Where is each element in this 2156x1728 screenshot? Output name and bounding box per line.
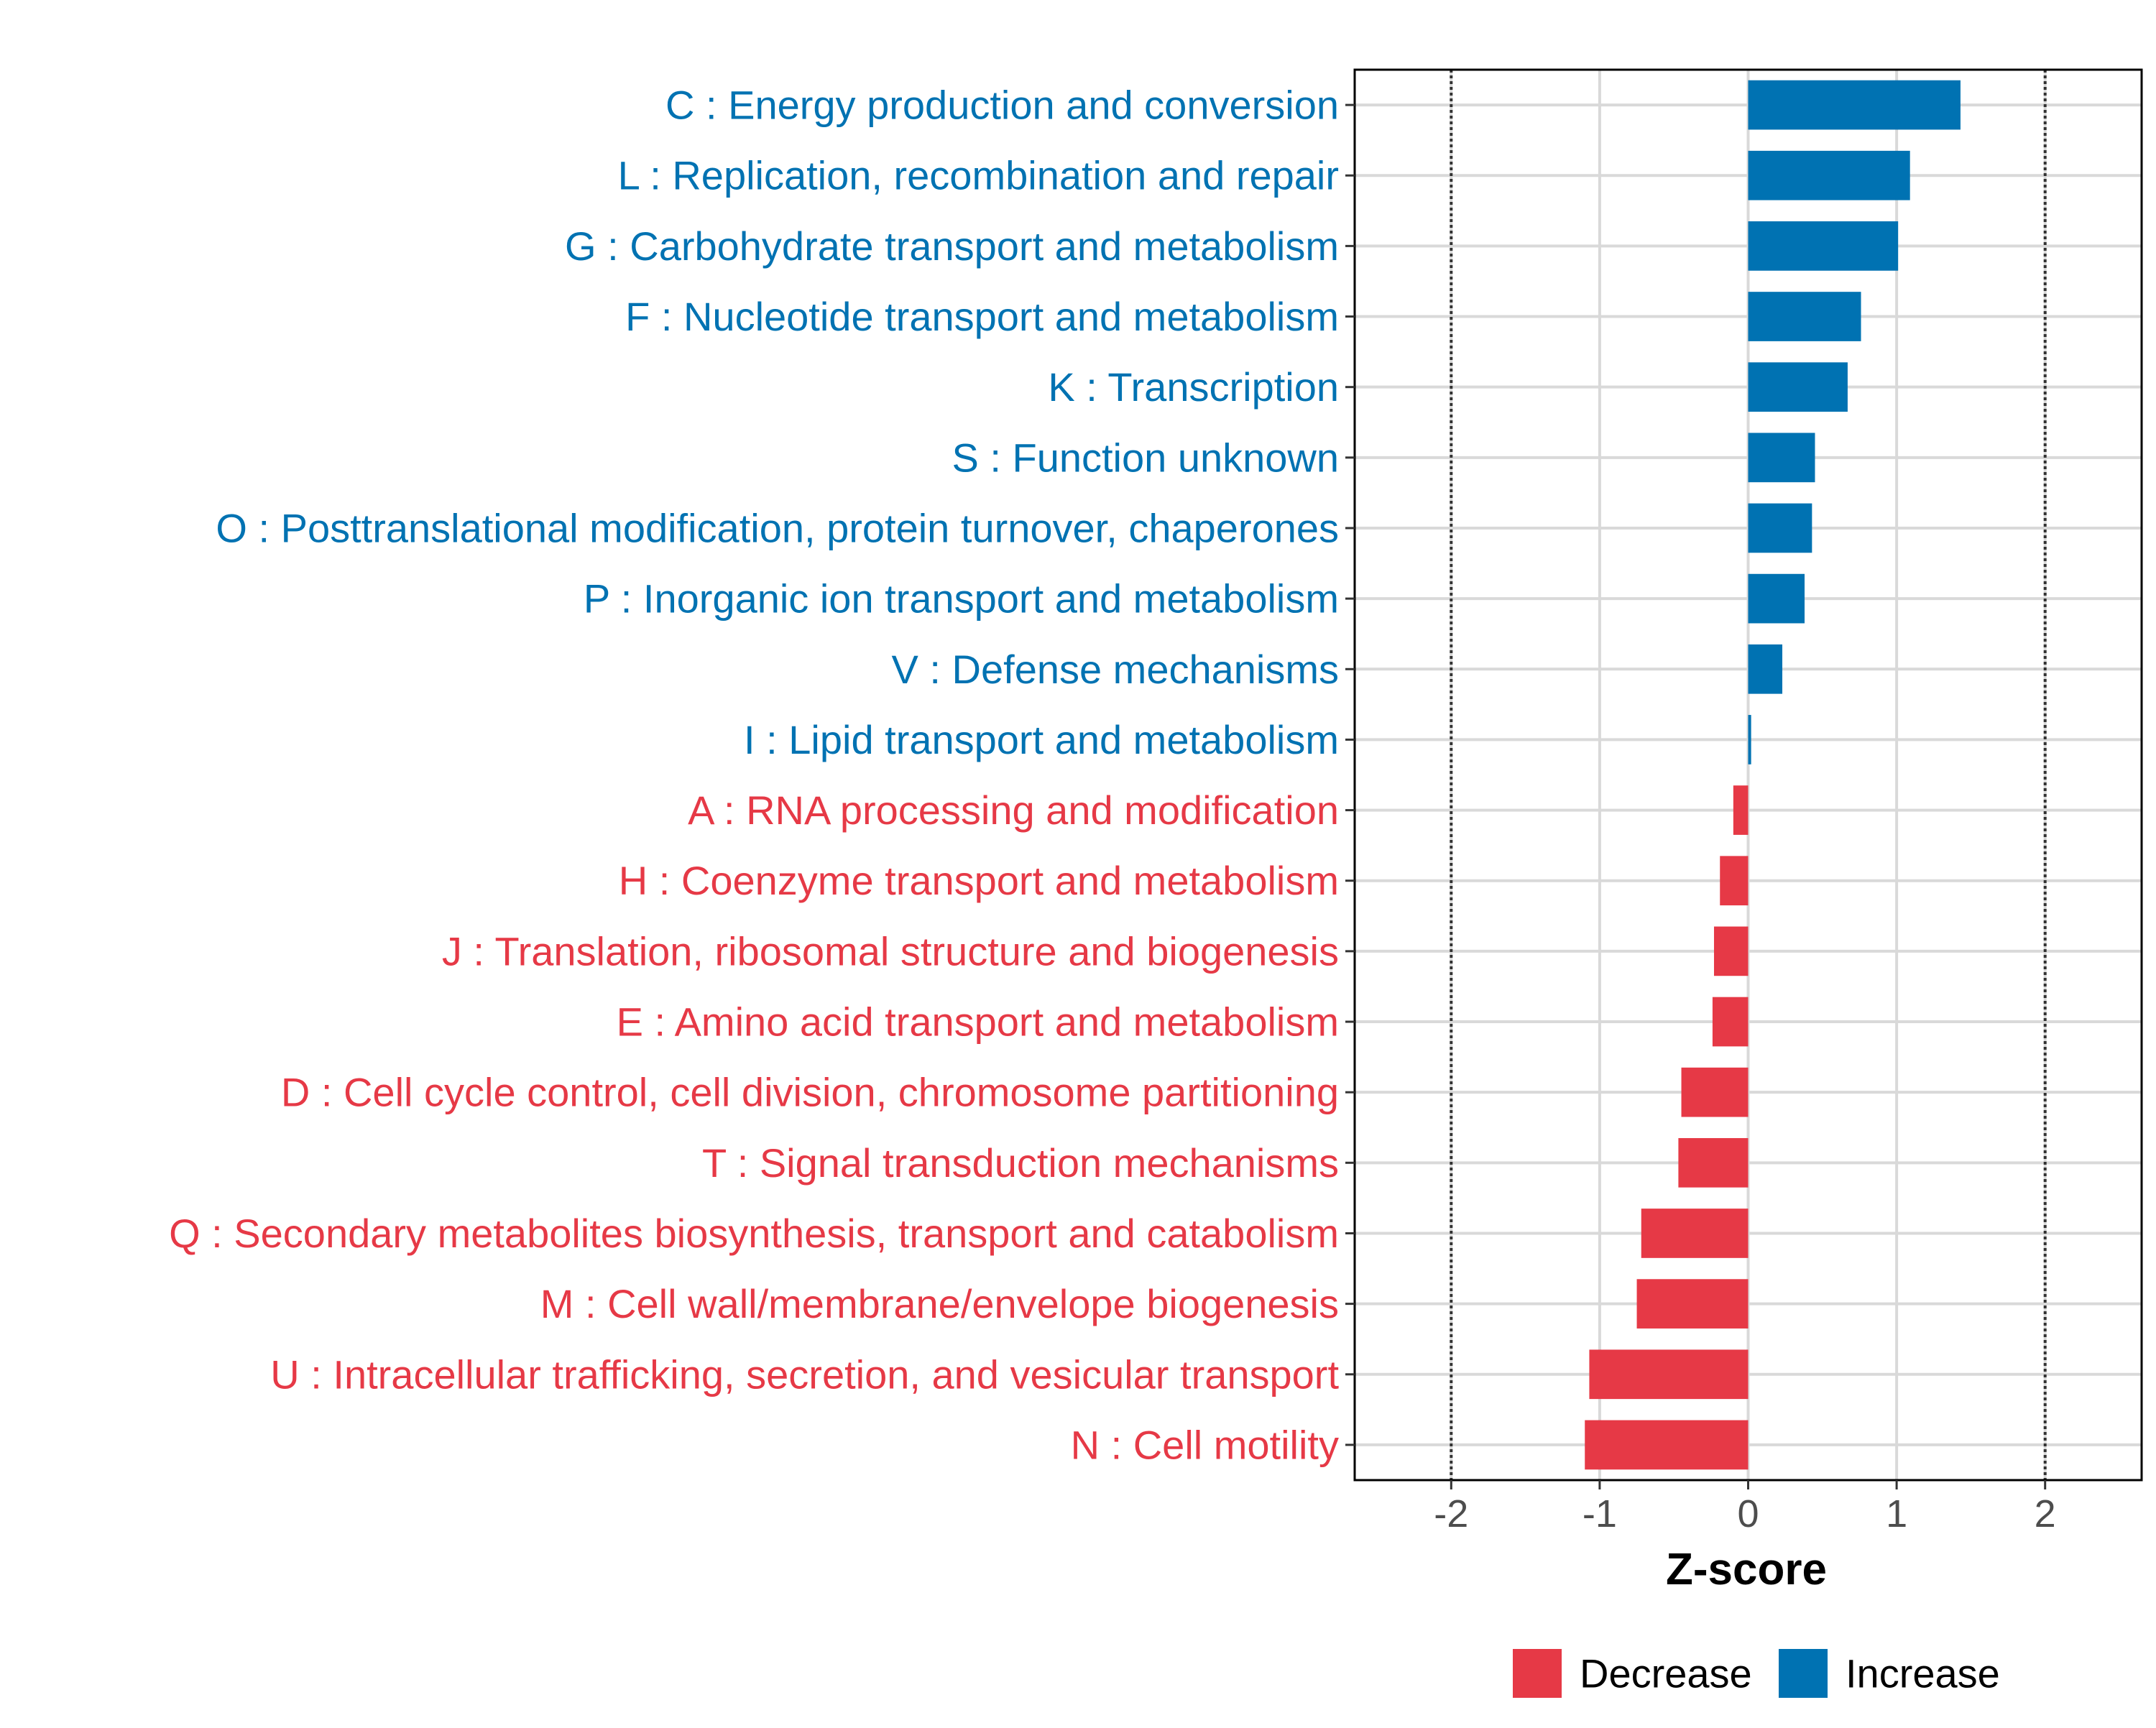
y-axis: C : Energy production and conversion L : … (169, 83, 1355, 1467)
bar (1720, 856, 1749, 906)
category-label: E : Amino acid transport and metabolism (617, 999, 1339, 1045)
category-label: O : Posttranslational modification, prot… (216, 505, 1339, 550)
reference-lines (1450, 70, 2047, 1480)
bar (1681, 1067, 1749, 1117)
legend-label: Decrease (1580, 1651, 1752, 1696)
category-label: H : Coenzyme transport and metabolism (619, 858, 1339, 903)
category-label: F : Nucleotide transport and metabolism (625, 294, 1339, 339)
x-tick-label: 2 (2035, 1492, 2056, 1535)
bar (1748, 573, 1805, 624)
category-label: I : Lipid transport and metabolism (744, 717, 1339, 762)
category-label: U : Intracellular trafficking, secretion… (270, 1352, 1339, 1397)
category-label: V : Defense mechanisms (892, 647, 1339, 692)
category-label: G : Carbohydrate transport and metabolis… (565, 223, 1339, 269)
bar (1748, 715, 1751, 764)
x-tick-label: -2 (1434, 1492, 1468, 1535)
category-label: A : RNA processing and modification (688, 787, 1339, 833)
category-label: P : Inorganic ion transport and metaboli… (584, 576, 1339, 622)
legend-swatch (1779, 1649, 1828, 1698)
category-label: Q : Secondary metabolites biosynthesis, … (169, 1211, 1339, 1256)
bar (1748, 362, 1848, 412)
bar (1733, 785, 1749, 835)
category-label: L : Replication, recombination and repai… (618, 153, 1339, 198)
bar (1712, 997, 1749, 1047)
category-label: C : Energy production and conversion (665, 83, 1339, 128)
x-tick-label: -1 (1583, 1492, 1617, 1535)
x-axis-title: Z-score (1666, 1545, 1827, 1594)
bars (1585, 80, 1961, 1470)
bar (1585, 1420, 1749, 1470)
category-label: T : Signal transduction mechanisms (702, 1140, 1339, 1186)
bar (1589, 1349, 1749, 1400)
category-label: N : Cell motility (1071, 1422, 1339, 1467)
category-label: D : Cell cycle control, cell division, c… (281, 1070, 1339, 1115)
bar (1748, 503, 1812, 553)
x-tick-label: 0 (1737, 1492, 1759, 1535)
bar (1748, 150, 1910, 200)
bar (1748, 433, 1815, 483)
category-label: K : Transcription (1048, 364, 1339, 410)
category-label: S : Function unknown (952, 435, 1339, 480)
bar (1636, 1279, 1749, 1329)
category-label: J : Translation, ribosomal structure and… (442, 928, 1339, 974)
bar (1748, 80, 1961, 130)
x-tick-label: 1 (1886, 1492, 1907, 1535)
legend: Decrease Increase (1513, 1649, 2000, 1698)
x-axis: -2 -1 0 1 2 (1434, 1480, 2056, 1535)
bar (1713, 926, 1749, 976)
legend-swatch (1513, 1649, 1562, 1698)
legend-label: Increase (1846, 1651, 2000, 1696)
bar (1748, 292, 1861, 341)
bar (1748, 221, 1899, 271)
bar (1748, 644, 1783, 694)
category-label: M : Cell wall/membrane/envelope biogenes… (540, 1281, 1339, 1326)
bar (1641, 1209, 1749, 1258)
bar (1678, 1137, 1749, 1188)
